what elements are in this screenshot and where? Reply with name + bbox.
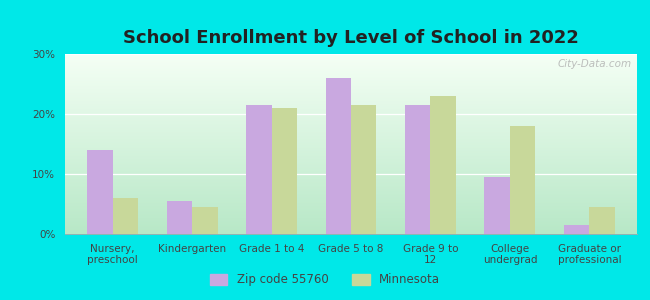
Bar [405,105,430,234]
Bar [484,177,510,234]
Bar [564,225,590,234]
Bar [430,96,456,234]
Legend: Zip code 55760, Minnesota: Zip code 55760, Minnesota [205,269,445,291]
Title: School Enrollment by Level of School in 2022: School Enrollment by Level of School in … [123,29,579,47]
Text: City-Data.com: City-Data.com [557,59,631,69]
Bar [87,150,112,234]
Bar [510,126,536,234]
Bar [326,78,351,234]
Bar [166,201,192,234]
Bar [272,108,297,234]
Bar [192,207,218,234]
Bar [351,105,376,234]
Bar [246,105,272,234]
Bar [112,198,138,234]
Bar [590,207,615,234]
